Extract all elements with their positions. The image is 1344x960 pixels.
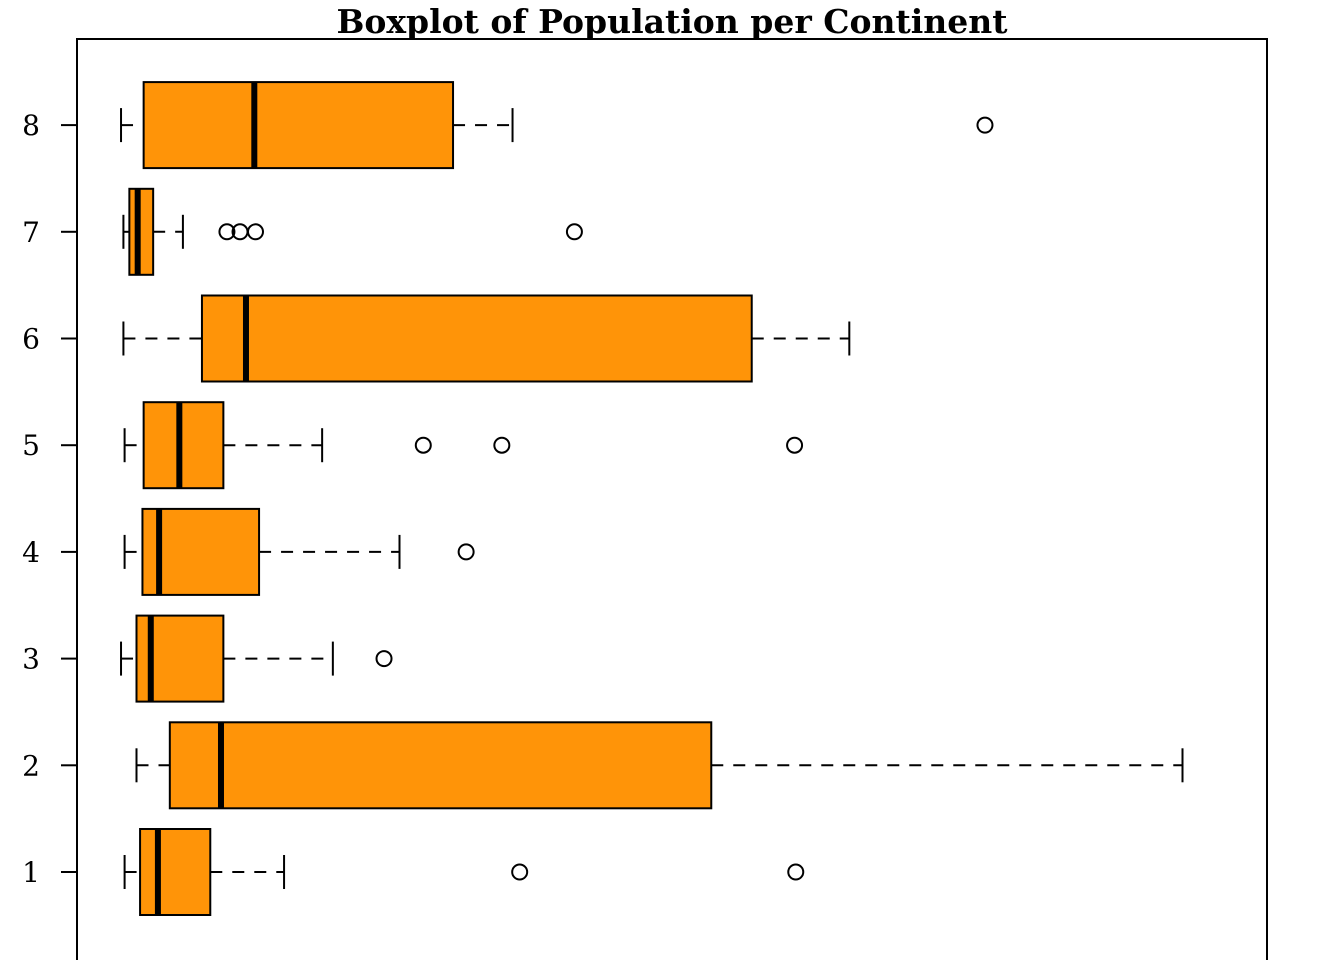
chart-title: Boxplot of Population per Continent xyxy=(336,2,1008,41)
outlier-7-1 xyxy=(218,223,236,241)
y-tick-label-8: 8 xyxy=(22,109,40,142)
y-tick-label-6: 6 xyxy=(22,323,40,356)
y-tick-label-4: 4 xyxy=(22,536,40,569)
box-7 xyxy=(128,187,155,276)
outlier-1-1 xyxy=(511,863,529,881)
chart-marks: 1 2 3 4 5 6 7 8 xyxy=(22,81,1184,916)
box-8 xyxy=(142,81,455,170)
box-1 xyxy=(139,828,212,916)
y-tick-label-2: 2 xyxy=(22,749,40,782)
box-2 xyxy=(168,721,713,810)
y-tick-label-1: 1 xyxy=(22,856,40,889)
y-tick-label-7: 7 xyxy=(22,216,40,249)
outlier-3-1 xyxy=(375,650,393,668)
outlier-5-2 xyxy=(493,436,511,454)
outlier-4-1 xyxy=(457,543,475,561)
outlier-7-3 xyxy=(247,223,264,241)
y-tick-label-3: 3 xyxy=(22,643,40,676)
outlier-7-4 xyxy=(565,223,583,241)
y-tick-label-5: 5 xyxy=(22,429,40,462)
plot-frame xyxy=(76,38,1268,960)
outlier-8-1 xyxy=(976,116,994,134)
outlier-1-2 xyxy=(787,863,805,881)
box-5 xyxy=(142,401,225,490)
outlier-5-1 xyxy=(414,436,432,454)
box-6 xyxy=(200,294,753,383)
outlier-5-3 xyxy=(786,436,804,454)
